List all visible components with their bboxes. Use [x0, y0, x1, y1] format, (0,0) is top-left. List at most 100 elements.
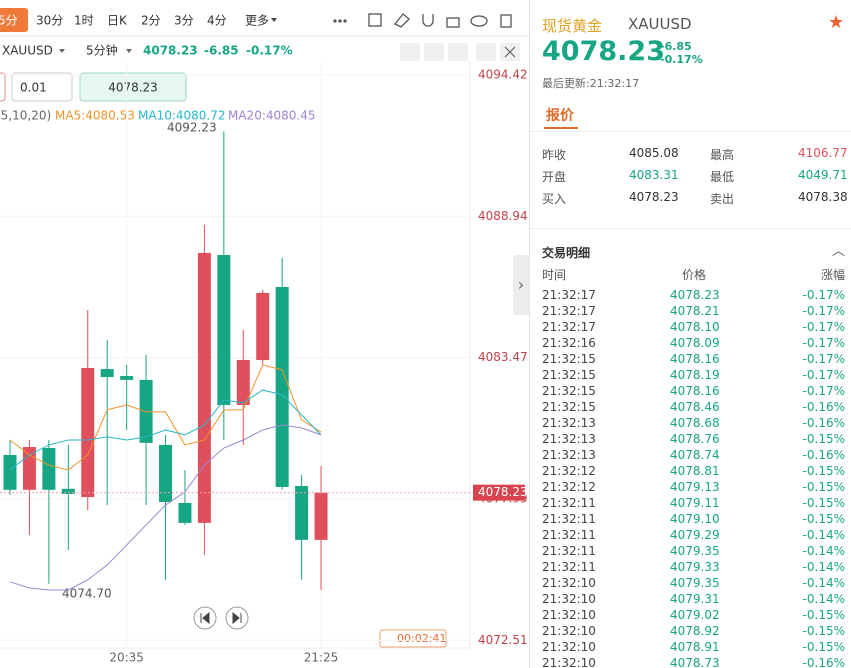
symbol[interactable]: XAUUSD — [2, 44, 53, 58]
trade-change: -0.17% — [802, 304, 845, 318]
magnet-icon[interactable] — [422, 14, 434, 27]
ma-line — [9, 364, 322, 471]
trade-time: 21:32:11 — [542, 496, 596, 510]
candle-body — [197, 252, 211, 523]
trade-change: -0.15% — [802, 608, 845, 622]
trade-price: 4078.23 — [670, 288, 720, 302]
candle-body — [217, 255, 231, 405]
more-icon[interactable] — [343, 19, 347, 23]
trade-change: -0.16% — [802, 448, 845, 462]
trade-price: 4079.10 — [670, 512, 720, 526]
stat-label: 最低 — [710, 170, 735, 184]
period[interactable]: 2分 — [141, 14, 161, 28]
trade-time: 21:32:17 — [542, 320, 596, 334]
stat-value: 4106.77 — [798, 146, 848, 160]
trade-time: 21:32:13 — [542, 448, 596, 462]
current-price-label: 4078.23 — [478, 485, 528, 499]
x-tick-label: 20:35 — [109, 651, 144, 665]
candle-body — [275, 287, 289, 487]
trade-time: 21:32:13 — [542, 416, 596, 430]
candle-body — [295, 485, 309, 540]
tool-button[interactable] — [448, 43, 468, 61]
trade-change: -0.15% — [802, 480, 845, 494]
interval[interactable]: 5分钟 — [86, 43, 118, 58]
trade-time: 21:32:10 — [542, 576, 596, 590]
stat-label: 最高 — [710, 148, 735, 162]
trade-time: 21:32:11 — [542, 560, 596, 574]
trade-price: 4079.33 — [670, 560, 720, 574]
y-tick-label: 4088.94 — [478, 209, 528, 223]
column-header: 价格 — [682, 268, 707, 282]
trade-time: 21:32:10 — [542, 608, 596, 622]
trade-price: 4079.29 — [670, 528, 720, 542]
next-icon — [232, 611, 242, 625]
tool-button[interactable] — [400, 43, 420, 61]
favorite-star[interactable]: ★ — [828, 12, 845, 33]
collapse-icon[interactable]: ︿ — [832, 244, 846, 259]
period[interactable]: 5分 — [0, 14, 18, 28]
period[interactable]: 30分 — [36, 14, 63, 28]
trade-price: 4078.46 — [670, 400, 720, 414]
trade-price: 4078.76 — [670, 432, 720, 446]
trade-change: -0.14% — [802, 528, 845, 542]
trade-price: 4078.91 — [670, 640, 720, 654]
tab[interactable]: 报价 — [546, 108, 574, 124]
trade-price: 4078.10 — [670, 320, 720, 334]
tab-underline — [544, 127, 578, 129]
trash-icon[interactable] — [500, 14, 512, 28]
dropdown-arrow — [271, 18, 277, 22]
trade-time: 21:32:11 — [542, 544, 596, 558]
period[interactable]: 3分 — [174, 14, 194, 28]
stat-value: 4078.38 — [798, 190, 848, 204]
quantity: 0.01 — [20, 81, 47, 95]
period[interactable]: 1时 — [74, 14, 94, 28]
edit-icon[interactable] — [368, 13, 382, 27]
panel-toggle[interactable]: › — [513, 255, 529, 315]
column-header: 时间 — [542, 268, 567, 282]
trade-price: 4078.81 — [670, 464, 720, 478]
stat-label: 卖出 — [710, 192, 735, 206]
lock-icon[interactable] — [446, 17, 460, 28]
period[interactable]: 4分 — [207, 14, 227, 28]
candle-body — [3, 454, 17, 490]
trade-time: 21:32:11 — [542, 528, 596, 542]
period[interactable]: 日K — [107, 14, 128, 28]
y-tick-label: 4094.42 — [478, 67, 528, 81]
stat-value: 4083.31 — [629, 168, 679, 182]
stat-label: 开盘 — [542, 170, 567, 184]
more-icon[interactable] — [338, 19, 342, 23]
trade-change: -0.16% — [802, 416, 845, 430]
candle-body — [314, 492, 328, 540]
y-tick-label: 4083.47 — [478, 350, 528, 364]
trade-change: -0.15% — [802, 464, 845, 478]
trade-price: 4078.19 — [670, 368, 720, 382]
section-title: 交易明细 — [542, 246, 591, 260]
eye-icon[interactable] — [470, 15, 488, 27]
eraser-icon[interactable] — [393, 13, 410, 28]
legend-entry: MA10:4080.72 — [138, 109, 226, 123]
tool-button[interactable] — [476, 43, 496, 61]
timer: 00:02:41 — [397, 632, 446, 645]
buy-button[interactable] — [79, 72, 187, 102]
quantity-input[interactable] — [11, 72, 73, 102]
period-selected — [0, 8, 28, 32]
more-icon[interactable] — [333, 19, 337, 23]
ma-line — [9, 424, 322, 591]
trade-change: -0.16% — [802, 656, 845, 668]
chart-panel: 0.01 4078.23 XAUUSD 5分钟 4078.23 -6.85 -0… — [0, 8, 529, 665]
quote-panel: 现货黄金 XAUUSD ★ 4078.23 -6.85 -0.17% 最后更新:… — [529, 0, 851, 668]
trade-time: 21:32:15 — [542, 384, 596, 398]
period[interactable]: 更多 — [245, 14, 269, 28]
stat-value: 4085.08 — [629, 146, 679, 160]
tool-button[interactable] — [424, 43, 444, 61]
trade-price: 4079.35 — [670, 576, 720, 590]
x-tick-label: 21:25 — [304, 651, 339, 665]
trade-price: 4078.09 — [670, 336, 720, 350]
close-icon — [504, 46, 516, 58]
sell-button[interactable] — [0, 72, 6, 102]
change-pct: -0.17% — [246, 44, 293, 58]
trade-price: 4079.13 — [670, 480, 720, 494]
divider — [530, 228, 851, 229]
stat-label: 昨收 — [542, 148, 567, 162]
trade-time: 21:32:10 — [542, 656, 596, 668]
